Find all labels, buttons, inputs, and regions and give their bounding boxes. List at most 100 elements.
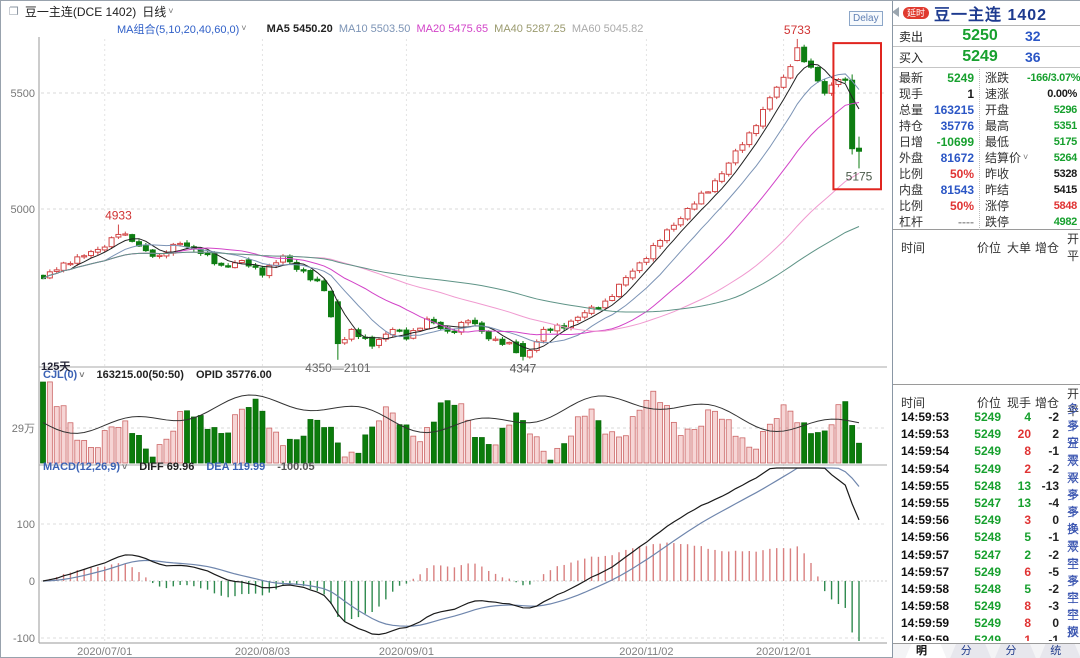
open-close-flag: 双平 [1067,539,1080,571]
trade-price: 5249 [974,616,1001,631]
tape-row[interactable]: 14:59:53 5249 20 2 多开 [893,417,1080,450]
trade-volume: 8 [1024,599,1031,614]
delay-indicator: Delay [849,11,883,26]
tape-row[interactable]: 14:59:54 5249 2 -2 双平 [893,452,1080,485]
column-header: 价位 [976,395,1001,410]
quote-row: 总量 163215 开盘 5296 [893,101,1080,118]
quote-label: 外盘 [899,151,924,165]
quote-label: 总量 [899,103,924,117]
macd-indicator-selector[interactable]: MACD(12,26,9) ˅ [43,461,127,473]
kline-chart-canvas[interactable]: 5500 5000 29万 100 0 -100 2020/07/01 2020/08/03 2… [1,1,892,658]
tape-row[interactable]: 14:59:55 5248 13 -13 双平 [893,469,1080,502]
quote-label: 昨收 [979,165,1027,182]
days-count-label: 125天 [41,361,71,373]
trade-volume: 1 [1024,633,1031,641]
bid-label: 买入 [899,50,924,65]
bid-qty: 36 [1025,49,1041,65]
position-change: -3 [1048,599,1059,614]
tab-分笔[interactable]: 分笔 [994,644,1037,658]
quote-row: 杠杆 ---- 跌停 4982 [893,213,1080,230]
quote-label: 现手 [899,87,924,101]
trade-time: 14:59:53 [901,427,950,442]
tape-row[interactable]: 14:59:57 5247 2 -2 双平 [893,538,1080,571]
tape-row[interactable]: 14:59:54 5249 8 -1 空平 [893,434,1080,467]
chart-area: 5500 5000 29万 100 0 -100 2020/07/01 2020/08/03 2… [1,1,892,658]
ma-values: MA5 5450.20 MA10 5503.50 MA20 5475.65 MA… [261,23,644,35]
svg-text:29万: 29万 [12,423,35,435]
trade-volume: 8 [1024,444,1031,459]
tape-row[interactable]: 14:59:55 5247 13 -4 多平 [893,486,1080,519]
quote-value: -10699 [936,134,974,149]
quote-panel: 延时 豆一主连 1402 卖出 5250 32 买入 5249 36 最新 524… [892,1,1080,658]
quote-value: 81672 [940,150,974,165]
svg-text:4350—2101: 4350—2101 [305,361,371,375]
svg-text:-100: -100 [13,633,35,645]
open-close-flag: 双平 [1067,470,1080,502]
quote-label: 比例 [899,199,924,213]
panel-splitter-arrow[interactable] [892,7,899,17]
trade-volume: 5 [1024,530,1031,545]
tape-row[interactable]: 14:59:58 5248 5 -2 多平 [893,572,1080,605]
trade-time: 14:59:56 [901,530,950,545]
quote-label: 杠杆 [899,215,924,229]
bid-row: 买入 5249 36 [893,47,1080,68]
quote-label: 涨停 [979,197,1027,214]
tab-统计[interactable]: 统计 [1039,644,1080,658]
ma-group-selector[interactable]: MA组合(5,10,20,40,60,0) ˅ [117,21,247,37]
macd-diff-value: DIFF 69.96 [139,461,195,473]
quote-label: 内盘 [899,183,924,197]
tape-row[interactable]: 14:59:56 5249 3 0 多换 [893,503,1080,536]
tab-分价[interactable]: 分价 [949,644,992,658]
quote-row: 持仓 35776 最高 5351 [893,117,1080,134]
open-close-flag: 空换 [1067,608,1080,640]
svg-text:5000: 5000 [11,204,35,216]
quote-value: -166/3.07% [1027,71,1080,84]
svg-text:5500: 5500 [11,88,35,100]
settlement-price-selector[interactable]: 结算价 ˅ [979,149,1029,166]
quote-value: 5175 [1053,135,1078,148]
tape-row[interactable]: 14:59:58 5249 8 -3 空平 [893,589,1080,622]
macd-indicator-label: MACD(12,26,9) [43,461,121,473]
quote-value: ---- [958,214,974,229]
quote-row: 日增 -10699 最低 5175 [893,133,1080,150]
column-header: 开平 [1067,387,1080,418]
trade-time: 14:59:54 [901,461,950,476]
tape-row[interactable]: 14:59:53 5249 4 -2 多平 [893,400,1080,433]
quote-header: 延时 豆一主连 1402 [893,1,1080,26]
column-header: 增仓 [1034,240,1059,255]
chevron-down-icon[interactable]: ˅ [1023,152,1029,162]
chevron-down-icon: ˅ [79,369,85,380]
volume-indicator-selector[interactable]: CJL(0) ˅ [43,369,85,381]
trade-price: 5249 [974,599,1001,614]
ask-qty: 32 [1025,28,1041,44]
trade-time: 14:59:59 [901,616,950,631]
open-close-flag: 多平 [1067,522,1080,554]
quote-value: 4982 [1053,215,1078,228]
big-orders-table-header: 时间 价位 大单 增仓 开平 [893,229,1080,263]
window-icon: ❐ [9,5,19,18]
period-selector[interactable]: 日线 ˅ [142,3,173,20]
tape-row[interactable]: 14:59:59 5249 8 0 空换 [893,606,1080,639]
open-close-flag: 空平 [1067,556,1080,588]
svg-text:0: 0 [29,576,35,588]
trade-time: 14:59:55 [901,495,950,510]
open-close-flag: 多平 [1067,487,1080,519]
position-change: -4 [1048,495,1059,510]
quote-row: 最新 5249 涨跌 -166/3.07% [893,69,1080,86]
svg-text:2020/12/01: 2020/12/01 [756,646,811,658]
tab-明细[interactable]: 明细 [905,644,947,658]
quote-value: 0.00% [1047,87,1077,100]
trade-volume: 20 [1017,427,1031,442]
position-change: -2 [1048,410,1059,424]
quote-label: 跌停 [979,213,1027,230]
tape-row[interactable]: 14:59:56 5248 5 -1 多平 [893,520,1080,553]
trade-price: 5248 [974,478,1001,493]
open-close-flag: 多平 [1067,573,1080,605]
quote-label: 持仓 [899,119,924,133]
tape-row[interactable]: 14:59:57 5249 6 -5 空平 [893,555,1080,588]
trade-time: 14:59:56 [901,513,950,528]
open-close-flag: 空平 [1067,591,1080,623]
column-header: 大单 [1006,240,1031,255]
quote-value: 5249 [947,70,974,85]
